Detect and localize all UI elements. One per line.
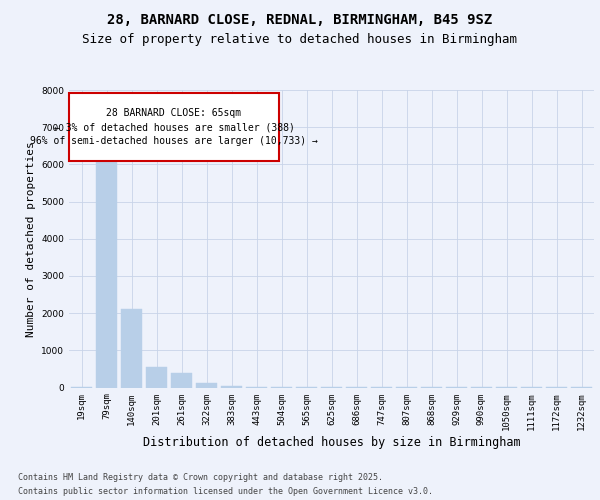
- Bar: [121, 310, 142, 388]
- Text: 28 BARNARD CLOSE: 65sqm
← 3% of detached houses are smaller (388)
96% of semi-de: 28 BARNARD CLOSE: 65sqm ← 3% of detached…: [30, 108, 318, 146]
- Bar: [196, 384, 217, 388]
- Text: Contains public sector information licensed under the Open Government Licence v3: Contains public sector information licen…: [18, 488, 433, 496]
- Text: Contains HM Land Registry data © Crown copyright and database right 2025.: Contains HM Land Registry data © Crown c…: [18, 472, 383, 482]
- Text: Size of property relative to detached houses in Birmingham: Size of property relative to detached ho…: [83, 32, 517, 46]
- Bar: [221, 386, 242, 388]
- Bar: [146, 367, 167, 388]
- Y-axis label: Number of detached properties: Number of detached properties: [26, 141, 35, 336]
- Bar: [171, 374, 192, 388]
- Text: 28, BARNARD CLOSE, REDNAL, BIRMINGHAM, B45 9SZ: 28, BARNARD CLOSE, REDNAL, BIRMINGHAM, B…: [107, 12, 493, 26]
- Bar: [96, 142, 117, 388]
- X-axis label: Distribution of detached houses by size in Birmingham: Distribution of detached houses by size …: [143, 436, 520, 448]
- Bar: [71, 387, 92, 388]
